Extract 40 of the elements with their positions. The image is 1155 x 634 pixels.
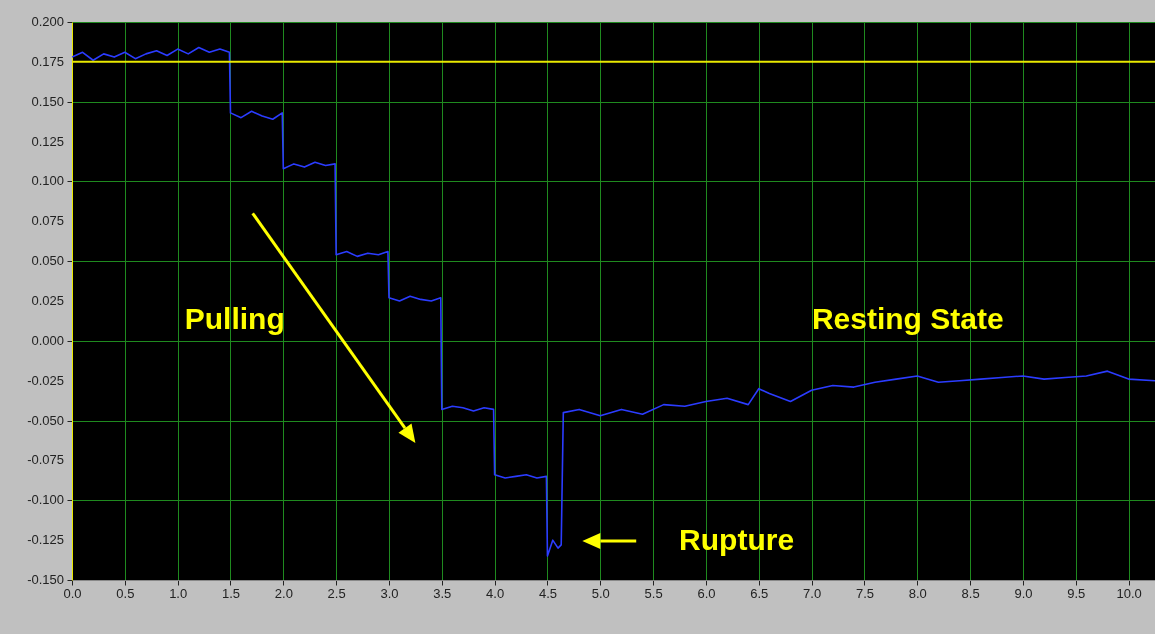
y-tick-label: 0.000 — [31, 332, 64, 348]
x-tick-label: 1.0 — [169, 585, 188, 601]
y-tick-label: 0.100 — [31, 173, 64, 189]
x-tick-label: 3.5 — [433, 585, 452, 601]
x-tick-label: 0.0 — [63, 585, 82, 601]
y-tick-label: 0.150 — [31, 93, 64, 109]
y-tick-label: 0.050 — [31, 253, 64, 269]
x-tick-label: 6.0 — [697, 585, 716, 601]
x-tick-label: 3.0 — [380, 585, 399, 601]
annotation: Resting State — [811, 302, 1004, 336]
annotation: Rupture — [679, 522, 795, 556]
x-tick-label: 10.0 — [1116, 585, 1142, 601]
y-tick-label: 0.175 — [31, 53, 64, 69]
y-tick-label: -0.050 — [27, 412, 64, 428]
y-tick-label: -0.150 — [27, 572, 64, 587]
x-tick-label: 2.5 — [327, 585, 346, 601]
line-series — [72, 46, 1155, 557]
x-tick-label: 4.0 — [486, 585, 505, 601]
x-tick-label: 8.5 — [961, 585, 980, 601]
x-tick-label: 7.0 — [803, 585, 822, 601]
x-tick-label: 4.5 — [538, 585, 557, 601]
x-tick-label: 5.0 — [591, 585, 610, 601]
x-tick-label: 2.0 — [274, 585, 293, 601]
x-tick-label: 5.5 — [644, 585, 663, 601]
y-tick-label: -0.125 — [27, 532, 64, 548]
x-tick-label: 8.0 — [908, 585, 927, 601]
x-tick-label: 0.5 — [116, 585, 135, 601]
x-tick-label: 9.5 — [1067, 585, 1086, 601]
x-tick-label: 9.0 — [1014, 585, 1033, 601]
x-tick-label: 6.5 — [750, 585, 769, 601]
y-tick-label: 0.200 — [31, 14, 64, 29]
y-tick-label: -0.025 — [27, 372, 64, 388]
y-tick-label: -0.100 — [27, 492, 64, 508]
y-tick-label: 0.125 — [31, 133, 64, 149]
x-tick-label: 1.5 — [221, 585, 241, 601]
x-tick-label: 7.5 — [855, 585, 874, 601]
y-tick-label: 0.025 — [31, 293, 64, 308]
annotation: Pulling — [184, 302, 285, 336]
y-tick-label: -0.075 — [27, 452, 64, 468]
y-tick-label: 0.075 — [31, 213, 64, 229]
